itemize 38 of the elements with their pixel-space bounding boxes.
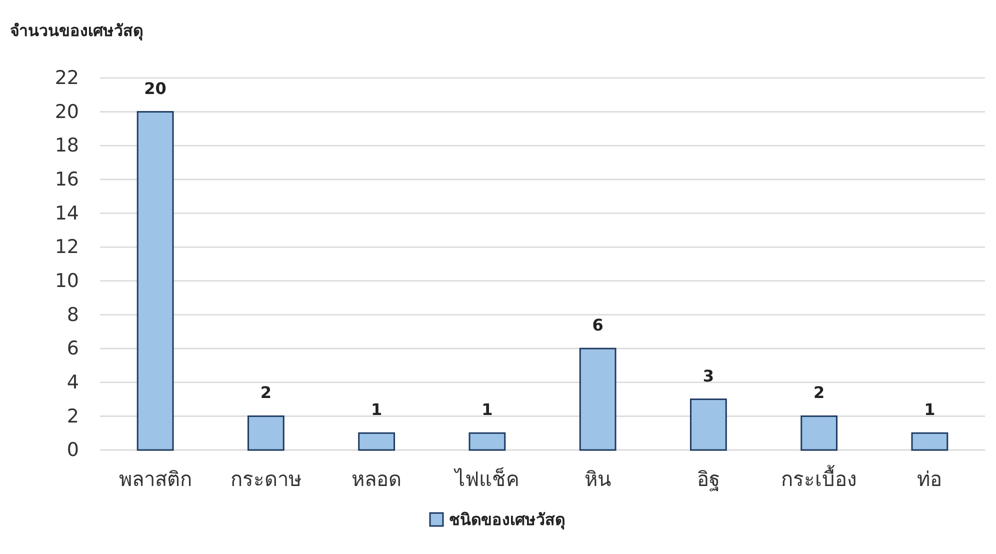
y-tick-label: 10 [54,270,79,292]
y-tick-label: 16 [54,168,79,191]
y-tick-label: 6 [66,338,79,360]
y-tick-label: 0 [66,439,79,462]
bar [579,348,616,451]
y-tick-label: 2 [66,405,79,428]
bar [468,432,506,451]
x-tick-label: กระดาษ [230,467,302,492]
data-label: 2 [813,383,825,402]
x-tick-label: อิฐ [696,467,720,492]
bar [247,415,284,451]
data-label: 2 [260,383,272,402]
x-tick-label: หลอด [352,467,402,492]
data-label: 1 [482,400,493,420]
y-tick-label: 20 [54,100,79,123]
data-label: 6 [592,316,604,335]
y-tick-label: 14 [54,202,79,224]
y-tick-label: 18 [54,134,79,157]
y-tick-label: 22 [54,67,79,90]
y-tick-label: 4 [66,371,79,394]
y-tick-label: 8 [66,304,79,326]
legend-label: ชนิดของเศษวัสดุ [449,510,565,530]
y-axis-title: จำนวนของเศษวัสดุ [10,21,143,41]
x-tick-label: ท่อ [917,467,942,492]
bar [358,432,396,451]
x-tick-label: ไฟแช็ค [453,466,520,492]
data-label: 1 [924,400,936,420]
x-tick-label: หิน [584,467,612,492]
data-label: 20 [144,78,166,98]
data-label: 1 [370,400,382,420]
bar [800,415,838,451]
bar [911,432,948,451]
data-label: 3 [702,366,714,386]
bar [136,111,174,451]
x-tick-label: พลาสติก [118,467,192,492]
y-tick-label: 12 [54,236,79,258]
bar [690,398,727,451]
x-tick-label: กระเบื้อง [781,465,858,492]
